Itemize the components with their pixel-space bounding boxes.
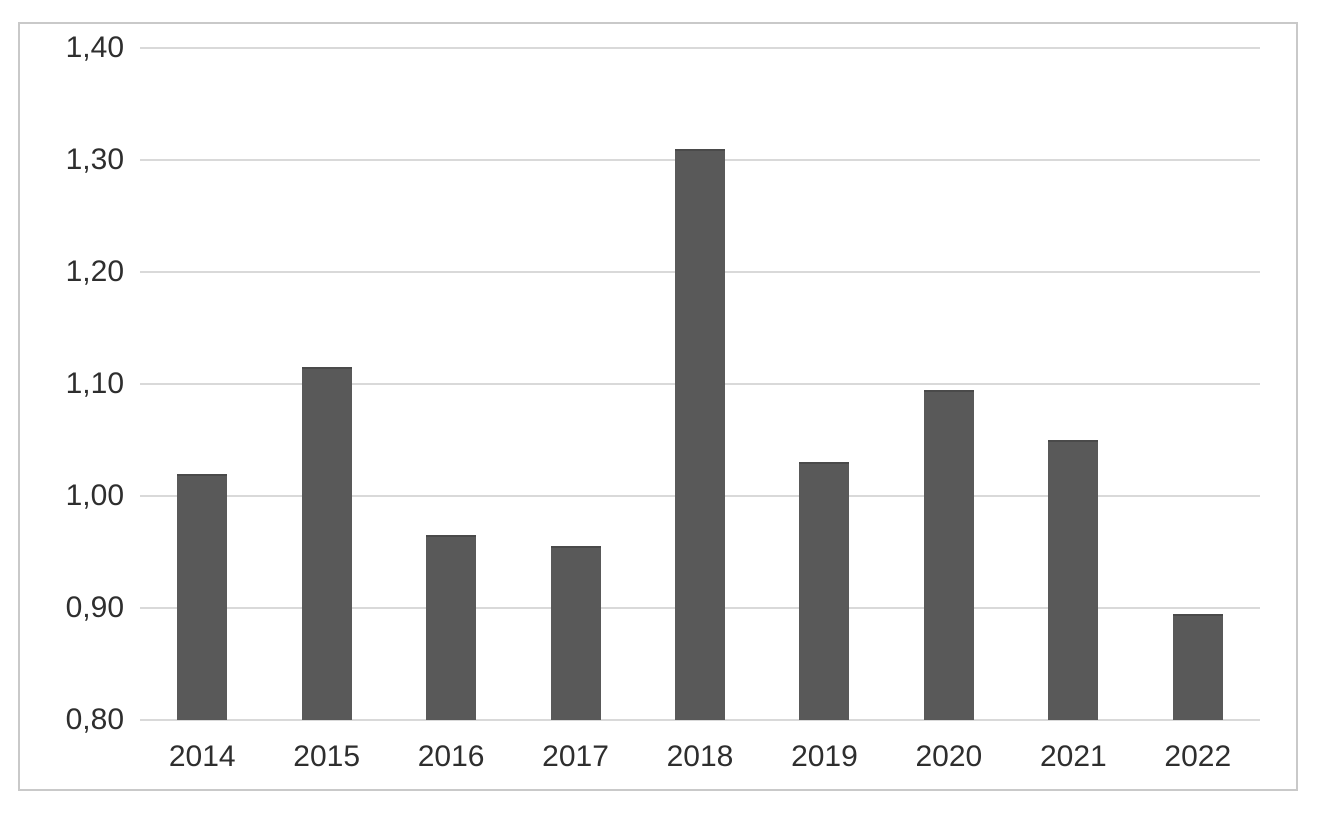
plot-area	[140, 47, 1260, 721]
y-tick-label: 0,80	[65, 703, 124, 736]
bar-2020	[923, 389, 974, 720]
y-tick-label: 1,10	[65, 367, 124, 400]
x-tick-label-2021: 2021	[1039, 740, 1107, 773]
x-tick-label-2019: 2019	[791, 740, 858, 773]
x-tick-label-2016: 2016	[417, 740, 485, 773]
bar-2019	[799, 462, 850, 720]
y-tick-label: 1,20	[65, 255, 124, 288]
bar-2016	[426, 535, 477, 720]
y-tick-label: 1,00	[65, 479, 124, 512]
x-tick-label-2015: 2015	[293, 740, 361, 773]
chart-frame: 0,80 0,90 1,00 1,10 1,20 1,30 1,40 2014 2015 201…	[18, 22, 1298, 791]
gridline	[140, 47, 1260, 49]
y-tick-label: 0,90	[65, 591, 124, 624]
bar-2017	[550, 546, 601, 720]
bar-2018	[675, 148, 725, 720]
y-tick-label: 1,30	[65, 143, 124, 176]
x-tick-label-2020: 2020	[915, 740, 983, 773]
gridline	[140, 719, 1260, 721]
x-tick-label-2022: 2022	[1164, 740, 1232, 773]
y-tick-label: 1,40	[65, 31, 124, 64]
x-tick-label-2014: 2014	[168, 740, 236, 773]
bar-2022	[1172, 613, 1223, 720]
x-tick-label-2017: 2017	[542, 740, 609, 773]
bar-2014	[177, 473, 228, 720]
x-tick-label-2018: 2018	[666, 740, 734, 773]
bar-2021	[1048, 440, 1099, 720]
bar-2015	[301, 367, 352, 720]
